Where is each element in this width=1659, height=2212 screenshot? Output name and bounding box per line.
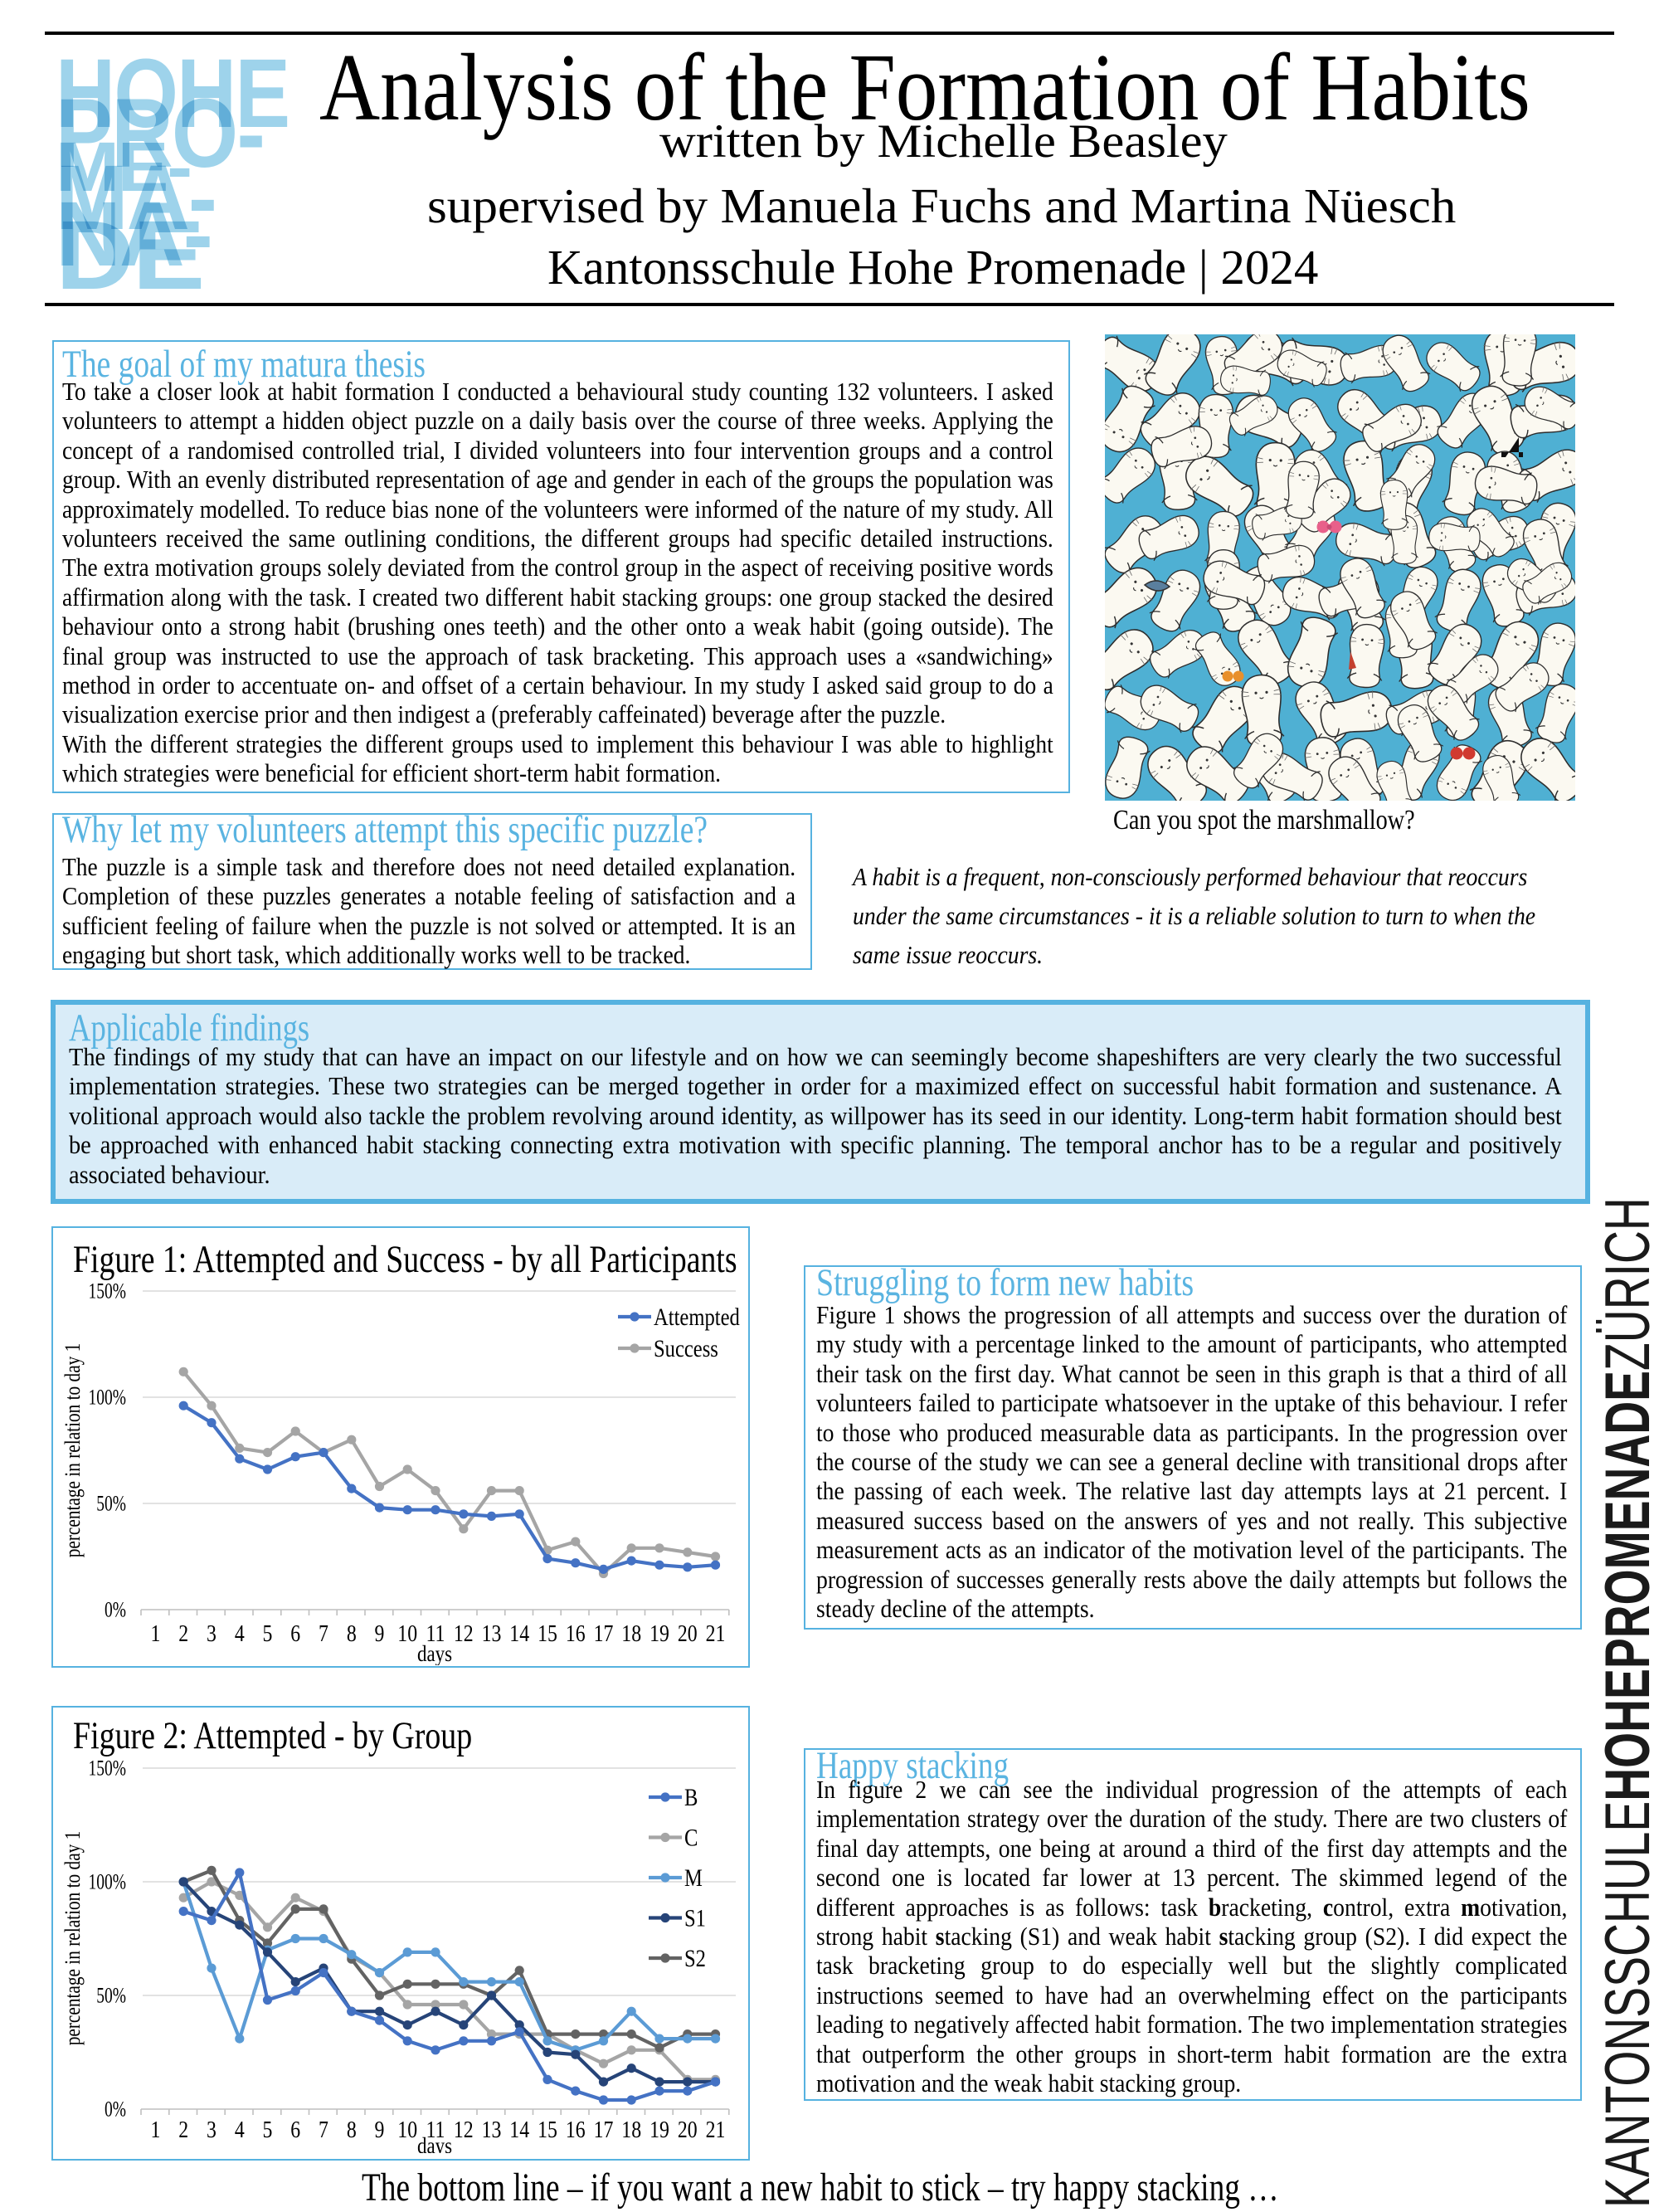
svg-text:100%: 100% [89,1386,126,1409]
svg-text:9: 9 [375,1620,385,1646]
svg-text:days: days [417,1642,452,1665]
svg-text:20: 20 [678,1620,698,1646]
svg-text:21: 21 [706,2117,726,2142]
svg-text:13: 13 [482,1620,502,1646]
svg-text:Figure 1: Attempted and Succes: Figure 1: Attempted and Success - by all… [73,1238,737,1281]
svg-text:15: 15 [538,2117,557,2142]
svg-text:percentage in relation to day: percentage in relation to day 1 [61,1831,85,2046]
svg-text:17: 17 [594,2117,614,2142]
svg-text:Success: Success [654,1335,718,1362]
svg-text:15: 15 [538,1620,557,1646]
svg-text:19: 19 [649,1620,669,1646]
svg-text:B: B [684,1784,698,1811]
svg-text:11: 11 [426,2117,445,2142]
svg-text:20: 20 [678,2117,698,2142]
svg-text:3: 3 [207,2117,216,2142]
svg-text:9: 9 [375,2117,385,2142]
svg-text:12: 12 [454,2117,474,2142]
svg-text:50%: 50% [96,1984,126,2007]
svg-text:1: 1 [151,2117,161,2142]
svg-text:5: 5 [263,1620,273,1646]
svg-text:16: 16 [566,1620,586,1646]
svg-text:12: 12 [454,1620,474,1646]
svg-text:8: 8 [347,1620,357,1646]
svg-text:percentage in relation to day: percentage in relation to day 1 [61,1343,85,1558]
svg-text:10: 10 [397,2117,417,2142]
svg-text:4: 4 [235,2117,245,2142]
svg-text:S2: S2 [684,1945,706,1972]
svg-text:14: 14 [509,1620,529,1646]
svg-text:4: 4 [235,1620,245,1646]
svg-text:0%: 0% [105,1598,126,1621]
svg-text:7: 7 [319,2117,328,2142]
svg-text:150%: 150% [89,1279,126,1303]
svg-text:1: 1 [151,1620,161,1646]
svg-text:6: 6 [290,2117,300,2142]
svg-text:0%: 0% [105,2098,126,2121]
svg-text:100%: 100% [89,1870,126,1893]
svg-text:11: 11 [426,1620,445,1646]
svg-text:19: 19 [649,2117,669,2142]
svg-text:2: 2 [178,1620,188,1646]
svg-text:2: 2 [178,2117,188,2142]
svg-text:7: 7 [319,1620,328,1646]
svg-text:13: 13 [482,2117,502,2142]
svg-text:Figure 2: Attempted - by Group: Figure 2: Attempted - by Group [73,1714,472,1757]
svg-text:8: 8 [347,2117,357,2142]
svg-text:18: 18 [621,1620,641,1646]
svg-text:10: 10 [397,1620,417,1646]
svg-text:5: 5 [263,2117,273,2142]
svg-text:17: 17 [594,1620,614,1646]
svg-text:16: 16 [566,2117,586,2142]
svg-text:S1: S1 [684,1904,706,1932]
svg-text:21: 21 [706,1620,726,1646]
svg-text:50%: 50% [96,1492,126,1515]
svg-text:18: 18 [621,2117,641,2142]
svg-text:14: 14 [509,2117,529,2142]
svg-text:M: M [684,1864,703,1892]
svg-text:days: days [417,2134,452,2153]
svg-text:C: C [684,1824,698,1851]
svg-text:3: 3 [207,1620,216,1646]
svg-text:6: 6 [290,1620,300,1646]
svg-text:Attempted: Attempted [654,1303,740,1331]
svg-text:150%: 150% [89,1756,126,1780]
